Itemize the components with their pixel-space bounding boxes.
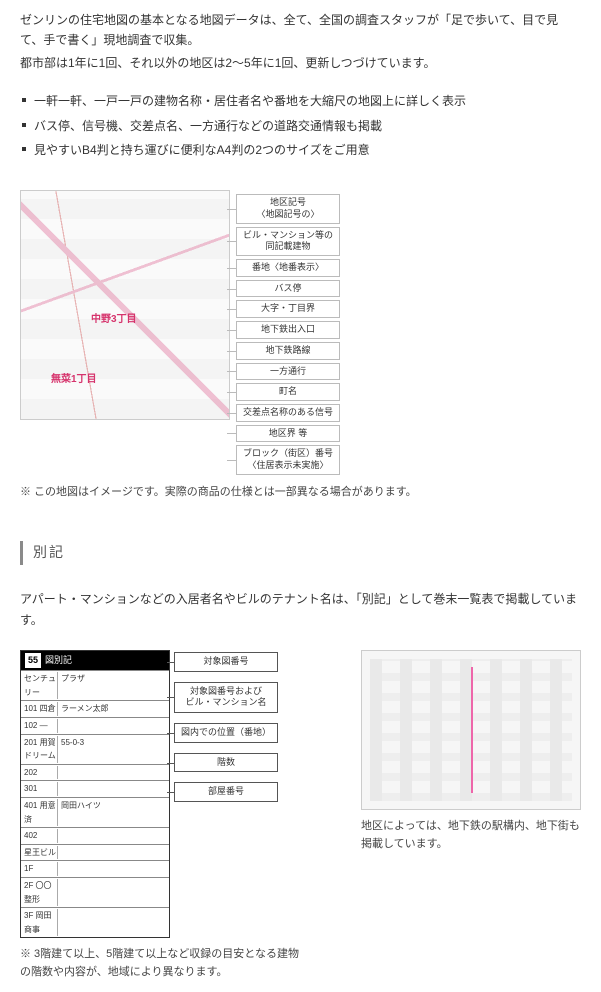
map-callout: 一方通行 bbox=[236, 363, 340, 381]
table-row: 102 — bbox=[21, 717, 169, 734]
map-callout-list: 地区記号〈地図記号の〉 ビル・マンション等の同記載建物 番地〈地番表示〉 バス停… bbox=[236, 190, 340, 474]
map-label-chome: 無菜1丁目 bbox=[51, 371, 97, 388]
intro-line-2: 都市部は1年に1回、それ以外の地区は2〜5年に1回、更新しつづけています。 bbox=[20, 53, 581, 73]
table-row: 401 用意済岡田ハイツ bbox=[21, 797, 169, 827]
table-row: 202 bbox=[21, 764, 169, 781]
bekki-callout: 対象図番号およびビル・マンション名 bbox=[174, 682, 278, 713]
section-heading-bekki: 別記 bbox=[20, 541, 581, 565]
table-row: 201 用賀ドリーム55-0-3 bbox=[21, 734, 169, 764]
bekki-sample-table: 55 図別記 センチュリープラザ 101 四倉ラーメン太郎 102 — 201 … bbox=[20, 650, 170, 938]
table-row: 1F bbox=[21, 860, 169, 877]
feature-item: 見やすいB4判と持ち運びに便利なA4判の2つのサイズをご用意 bbox=[20, 140, 581, 160]
bekki-left-caption: ※ 3階建て以上、5階建て以上など収録の目安となる建物の階数や内容が、地域により… bbox=[20, 946, 300, 981]
table-row: 2F 〇〇整形 bbox=[21, 877, 169, 907]
map-callout: ブロック（街区）番号〈住居表示未実施〉 bbox=[236, 445, 340, 474]
map-callout: 地区界 等 bbox=[236, 425, 340, 443]
feature-item: 一軒一軒、一戸一戸の建物名称・居住者名や番地を大縮尺の地図上に詳しく表示 bbox=[20, 91, 581, 111]
table-row: 301 bbox=[21, 780, 169, 797]
map-callout: 番地〈地番表示〉 bbox=[236, 259, 340, 277]
bekki-table-title: 図別記 bbox=[45, 653, 72, 668]
subway-image-placeholder bbox=[361, 650, 581, 810]
map-image-placeholder: 中野3丁目 無菜1丁目 bbox=[20, 190, 230, 420]
map-callout: ビル・マンション等の同記載建物 bbox=[236, 227, 340, 256]
bekki-callout: 対象図番号 bbox=[174, 652, 278, 672]
table-row: 402 bbox=[21, 827, 169, 844]
map-callout: 町名 bbox=[236, 383, 340, 401]
table-row: センチュリープラザ bbox=[21, 670, 169, 700]
map-example-section: 中野3丁目 無菜1丁目 地区記号〈地図記号の〉 ビル・マンション等の同記載建物 … bbox=[20, 190, 581, 501]
bekki-right-column: 地区によっては、地下鉄の駅構内、地下街も掲載しています。 bbox=[361, 650, 581, 853]
map-callout: 地区記号〈地図記号の〉 bbox=[236, 194, 340, 223]
map-callout: 交差点名称のある信号 bbox=[236, 404, 340, 422]
table-row: 101 四倉ラーメン太郎 bbox=[21, 700, 169, 717]
bekki-callout: 部屋番号 bbox=[174, 782, 278, 802]
bekki-intro-text: アパート・マンションなどの入居者名やビルのテナント名は、「別記」として巻末一覧表… bbox=[20, 589, 581, 630]
map-callout: 地下鉄出入口 bbox=[236, 321, 340, 339]
bekki-table-header: 55 図別記 bbox=[21, 651, 169, 670]
bekki-callout: 階数 bbox=[174, 753, 278, 773]
bekki-callout: 図内での位置（番地） bbox=[174, 723, 278, 743]
intro-text: ゼンリンの住宅地図の基本となる地図データは、全て、全国の調査スタッフが「足で歩い… bbox=[20, 10, 581, 73]
map-label-chome: 中野3丁目 bbox=[91, 311, 137, 328]
map-callout: 大字・丁目界 bbox=[236, 300, 340, 318]
feature-list: 一軒一軒、一戸一戸の建物名称・居住者名や番地を大縮尺の地図上に詳しく表示 バス停… bbox=[20, 91, 581, 160]
table-row: 3F 岡田商事 bbox=[21, 907, 169, 937]
table-row: 星王ビル bbox=[21, 844, 169, 861]
bekki-table-number: 55 bbox=[25, 653, 41, 668]
bekki-right-caption: 地区によっては、地下鉄の駅構内、地下街も掲載しています。 bbox=[361, 818, 581, 853]
map-callout: 地下鉄路線 bbox=[236, 342, 340, 360]
map-caption: ※ この地図はイメージです。実際の商品の仕様とは一部異なる場合があります。 bbox=[20, 483, 581, 502]
map-callout: バス停 bbox=[236, 280, 340, 298]
bekki-callout-list: 対象図番号 対象図番号およびビル・マンション名 図内での位置（番地） 階数 部屋… bbox=[174, 650, 278, 802]
feature-item: バス停、信号機、交差点名、一方通行などの道路交通情報も掲載 bbox=[20, 116, 581, 136]
intro-line-1: ゼンリンの住宅地図の基本となる地図データは、全て、全国の調査スタッフが「足で歩い… bbox=[20, 10, 581, 51]
